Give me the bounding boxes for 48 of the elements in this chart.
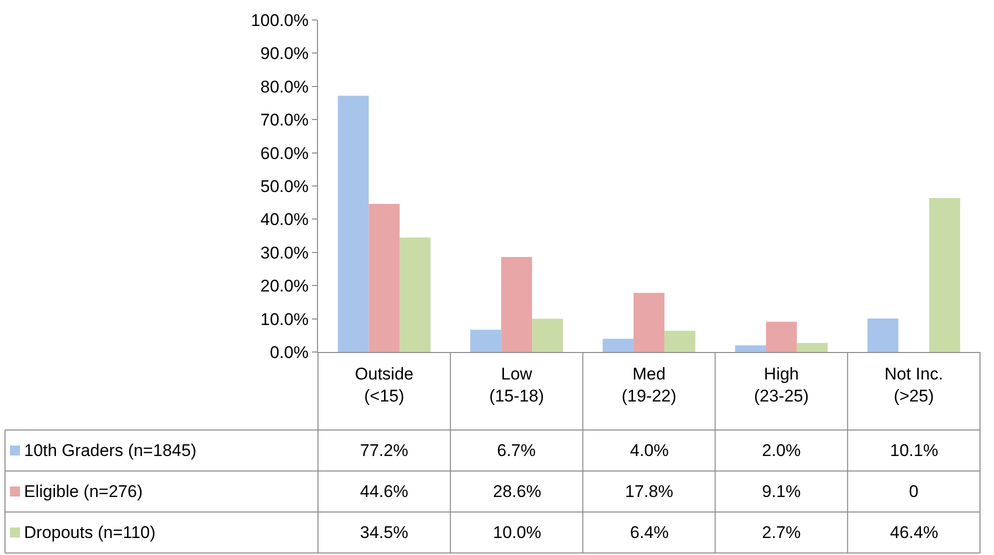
- legend-label: 10th Graders (n=1845): [24, 441, 196, 460]
- data-label: 17.8%: [625, 482, 674, 501]
- bar: [929, 198, 960, 352]
- y-tick-label: 80.0%: [260, 77, 309, 96]
- data-label: 28.6%: [493, 482, 542, 501]
- legend-label: Eligible (n=276): [24, 482, 143, 501]
- bar: [867, 318, 898, 352]
- data-label: 10.0%: [493, 523, 542, 542]
- data-label: 34.5%: [360, 523, 408, 542]
- data-label: 46.4%: [890, 523, 938, 542]
- data-label: 44.6%: [360, 482, 408, 501]
- bar: [501, 257, 532, 352]
- data-label: 10.1%: [890, 441, 938, 460]
- bar: [664, 330, 696, 352]
- y-tick-label: 60.0%: [260, 144, 309, 163]
- y-tick-label: 10.0%: [260, 310, 309, 329]
- data-label: 9.1%: [762, 482, 801, 501]
- y-tick-label: 100.0%: [250, 10, 309, 30]
- bar: [338, 96, 369, 352]
- data-label: 0: [909, 482, 918, 501]
- data-label: 2.7%: [762, 523, 801, 542]
- y-tick-label: 40.0%: [260, 210, 309, 230]
- bar: [470, 330, 502, 352]
- bar: [400, 237, 431, 352]
- x-tick-label: High (23-25): [754, 364, 809, 406]
- bar: [766, 322, 797, 352]
- x-tick-label: Outside (<15): [354, 364, 414, 406]
- data-label: 6.4%: [630, 523, 669, 542]
- legend-label: Dropouts (n=110): [24, 523, 156, 542]
- data-label: 2.0%: [762, 441, 801, 460]
- bar: [532, 318, 563, 352]
- x-tick-label: Med (19-22): [622, 364, 676, 406]
- y-tick-label: 20.0%: [260, 276, 309, 296]
- y-tick-label: 90.0%: [260, 44, 309, 64]
- data-label: 6.7%: [497, 441, 536, 460]
- bar: [368, 204, 400, 352]
- bar: [735, 345, 766, 352]
- bar: [634, 292, 664, 352]
- x-tick-label: Not Inc. (>25): [884, 364, 944, 406]
- bar: [602, 338, 634, 352]
- y-tick-label: 30.0%: [260, 243, 309, 262]
- data-label: 4.0%: [630, 441, 669, 460]
- bar: [796, 343, 828, 352]
- y-tick-label: 50.0%: [260, 176, 309, 196]
- y-tick-label: 70.0%: [260, 110, 309, 130]
- data-label: 77.2%: [360, 441, 408, 460]
- x-tick-label: Low (15-18): [489, 364, 544, 406]
- y-tick-label: 0.0%: [270, 342, 309, 362]
